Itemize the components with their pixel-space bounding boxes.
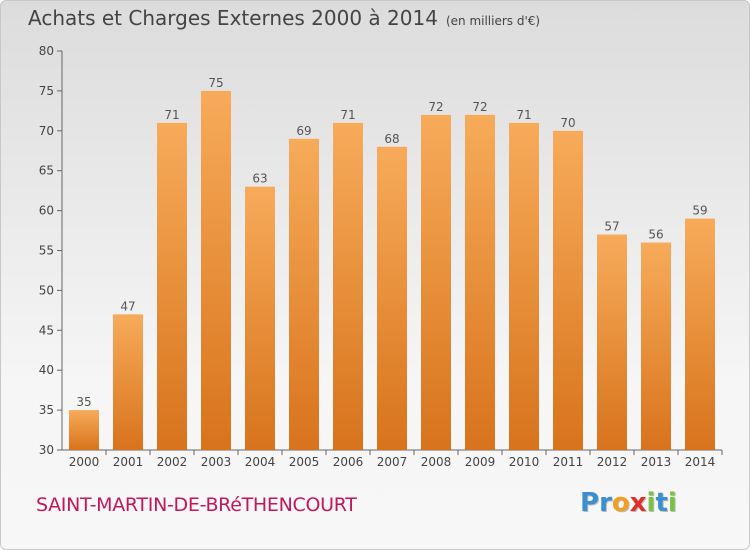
x-tick-label: 2012 — [597, 455, 628, 469]
bar-value-label: 71 — [164, 108, 179, 122]
bar-value-label: 72 — [428, 100, 443, 114]
x-tick-label: 2001 — [113, 455, 144, 469]
x-tick-label: 2013 — [641, 455, 672, 469]
bar — [69, 410, 99, 450]
logo-letter: x — [629, 488, 647, 518]
bar-value-label: 69 — [296, 124, 311, 138]
bar — [421, 114, 451, 450]
x-tick-label: 2004 — [245, 455, 276, 469]
y-tick-label: 70 — [39, 124, 54, 138]
y-tick-label: 75 — [39, 84, 54, 98]
bar-value-label: 71 — [516, 108, 531, 122]
bar-value-label: 68 — [384, 132, 399, 146]
bar-value-label: 35 — [76, 395, 91, 409]
bar — [465, 114, 495, 450]
bar-value-label: 59 — [692, 204, 707, 218]
title-text: Achats et Charges Externes 2000 à 2014 — [28, 6, 438, 30]
x-tick-label: 2014 — [685, 455, 716, 469]
bar-value-label: 72 — [472, 100, 487, 114]
logo-letter: P — [580, 488, 600, 518]
bar-value-label: 63 — [252, 172, 267, 186]
bar — [157, 122, 187, 450]
logo-letter: o — [611, 488, 630, 518]
proxiti-logo[interactable]: Proxiti — [580, 488, 677, 518]
logo-letter: i — [667, 488, 677, 518]
x-tick-label: 2010 — [509, 455, 540, 469]
x-tick-label: 2003 — [201, 455, 232, 469]
bar-value-label: 75 — [208, 76, 223, 90]
bar — [289, 138, 319, 450]
x-tick-label: 2011 — [553, 455, 584, 469]
y-tick-label: 55 — [39, 244, 54, 258]
logo-letter: i — [646, 488, 656, 518]
x-tick-label: 2000 — [69, 455, 100, 469]
x-tick-label: 2008 — [421, 455, 452, 469]
bar-value-label: 71 — [340, 108, 355, 122]
bar — [597, 234, 627, 450]
bar — [377, 146, 407, 450]
y-tick-label: 65 — [39, 164, 54, 178]
location-name: SAINT-MARTIN-DE-BRéTHENCOURT — [36, 494, 357, 516]
y-tick-label: 50 — [39, 283, 54, 297]
x-tick-label: 2007 — [377, 455, 408, 469]
bar-value-label: 57 — [604, 220, 619, 234]
bar — [553, 130, 583, 451]
bar — [509, 122, 539, 450]
chart-title: Achats et Charges Externes 2000 à 2014 (e… — [28, 6, 540, 30]
y-tick-label: 40 — [39, 363, 54, 377]
y-tick-label: 30 — [39, 443, 54, 457]
y-tick-label: 80 — [39, 44, 54, 58]
bar — [113, 314, 143, 450]
x-tick-label: 2006 — [333, 455, 364, 469]
bar — [685, 218, 715, 450]
bar — [641, 242, 671, 450]
bar-value-label: 47 — [120, 299, 135, 313]
logo-letter: r — [599, 488, 612, 518]
x-tick-label: 2009 — [465, 455, 496, 469]
title-unit: (en milliers d'€) — [445, 14, 541, 28]
bar — [245, 186, 275, 450]
x-tick-label: 2005 — [289, 455, 320, 469]
bar-value-label: 70 — [560, 116, 575, 130]
bar-value-label: 56 — [648, 228, 663, 242]
logo-letter: t — [655, 488, 668, 518]
bar — [333, 122, 363, 450]
bar — [201, 90, 231, 451]
y-tick-label: 60 — [39, 204, 54, 218]
y-tick-label: 35 — [39, 403, 54, 417]
y-tick-label: 45 — [39, 323, 54, 337]
x-tick-label: 2002 — [157, 455, 188, 469]
